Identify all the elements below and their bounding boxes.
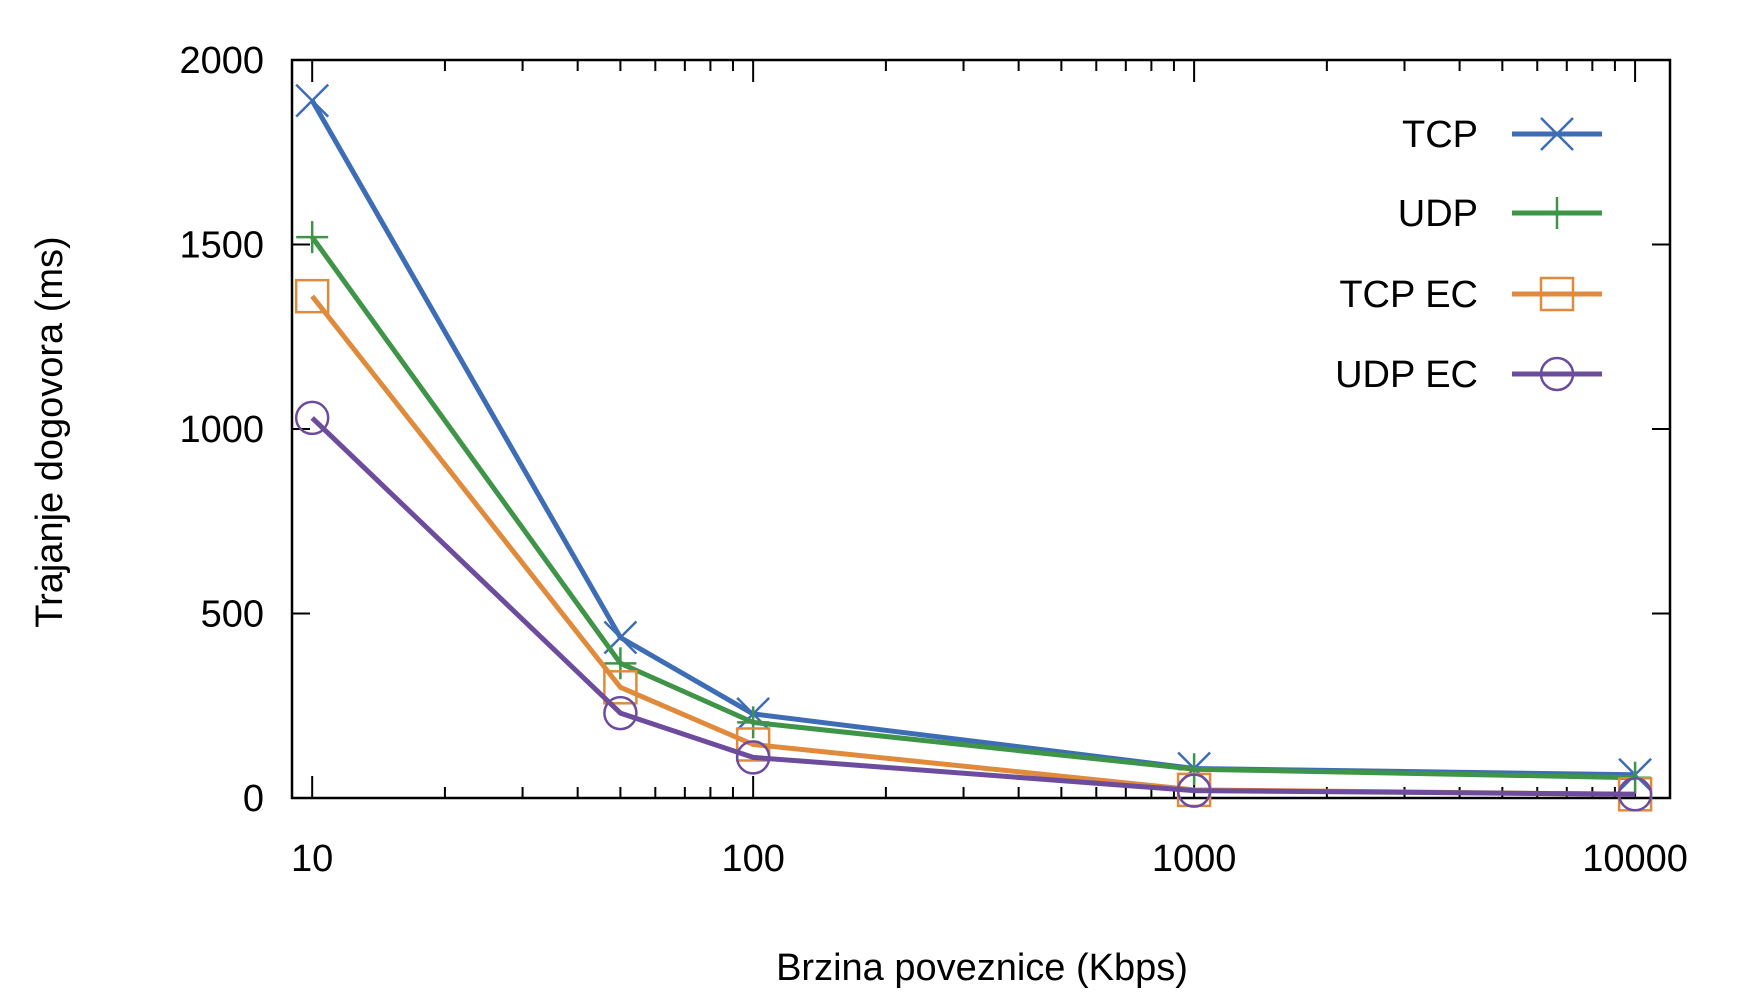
- data-point-tcp: [295, 83, 330, 118]
- y-tick-label: 500: [201, 594, 264, 636]
- square-marker-shape: [294, 278, 330, 314]
- legend-entry-udp-ec: UDP EC: [1335, 354, 1602, 396]
- data-point-udp-ec: [1176, 773, 1212, 808]
- y-tick-label: 1000: [179, 409, 264, 451]
- y-tick-label: 1500: [179, 225, 264, 267]
- data-point-udp-ec: [1617, 777, 1653, 812]
- circle-marker-shape: [1617, 777, 1653, 812]
- data-point-udp-ec: [603, 695, 638, 731]
- data-point-udp: [296, 221, 329, 254]
- data-point-udp: [737, 706, 770, 739]
- legend-label: TCP EC: [1339, 274, 1478, 316]
- data-point-tcp-ec: [603, 670, 638, 705]
- circle-marker-shape: [735, 740, 771, 775]
- x-marker-stroke: [295, 83, 330, 118]
- circle-marker-shape: [1176, 773, 1212, 808]
- legend-marker: [1539, 356, 1575, 392]
- legend-entry-tcp: TCP: [1402, 114, 1602, 156]
- series-line-udp: [310, 235, 1636, 781]
- legend: TCP UDP TCP EC UDP EC: [1335, 114, 1602, 396]
- y-tick-label: 2000: [179, 40, 264, 82]
- x-axis-label: Brzina poveznice (Kbps): [776, 947, 1188, 989]
- circle-marker-shape: [294, 400, 330, 436]
- legend-marker: [1539, 276, 1575, 312]
- series-udp-ec: [294, 400, 1653, 812]
- legend-entry-tcp-ec: TCP EC: [1339, 274, 1602, 316]
- x-tick-label: 1000: [1152, 838, 1237, 880]
- legend-entry-udp: UDP: [1398, 193, 1602, 235]
- circle-marker-shape: [603, 695, 638, 731]
- legend-label: UDP: [1398, 193, 1478, 235]
- axes: 0 500 1000 1500 2000 10 100 1000 10000: [179, 40, 1687, 880]
- data-point-udp: [604, 647, 637, 680]
- legend-label: UDP EC: [1335, 354, 1478, 396]
- y-tick-label: 0: [243, 778, 264, 820]
- square-marker-shape: [1539, 276, 1575, 312]
- legend-label: TCP: [1402, 114, 1478, 156]
- series-line-udp-ec: [310, 416, 1636, 797]
- circle-marker-shape: [1539, 356, 1575, 392]
- series-tcp: [295, 83, 1652, 792]
- x-tick-label: 100: [721, 838, 784, 880]
- x-tick-label: 10000: [1582, 838, 1688, 880]
- data-point-udp-ec: [735, 740, 771, 775]
- data-point-udp: [1178, 753, 1211, 786]
- data-point-udp-ec: [294, 400, 330, 436]
- data-point-tcp-ec: [294, 278, 330, 314]
- legend-marker: [1540, 117, 1574, 151]
- data-point-tcp-ec: [735, 727, 771, 762]
- x-tick-label: 10: [291, 838, 333, 880]
- legend-marker: [1541, 197, 1573, 229]
- square-marker-shape: [603, 670, 638, 705]
- series-lines: [294, 83, 1653, 812]
- y-axis-label: Trajanje dogovora (ms): [29, 236, 71, 627]
- square-marker-shape: [735, 727, 771, 762]
- x-marker-stroke: [1540, 117, 1574, 151]
